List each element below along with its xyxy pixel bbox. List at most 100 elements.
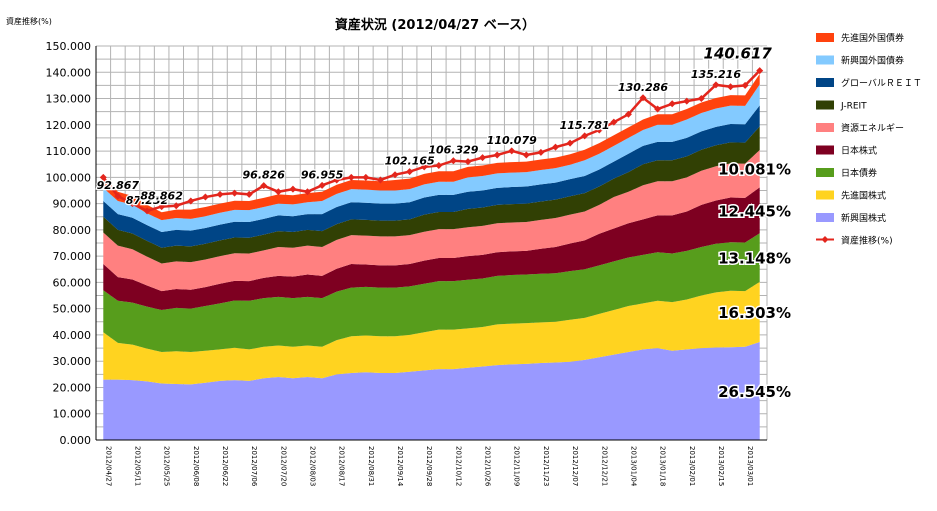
x-tick-label: 2012/05/11	[133, 446, 141, 486]
y-tick-label: 10.000	[53, 408, 92, 421]
asset-line-point	[654, 105, 662, 113]
asset-line-point	[566, 139, 574, 147]
asset-value-label: 140.617	[704, 45, 773, 63]
x-tick-label: 2012/07/06	[250, 446, 258, 487]
area-series-3	[103, 187, 760, 310]
asset-line-point	[114, 192, 122, 200]
legend-swatch	[816, 100, 834, 110]
asset-value-label: 92.867	[97, 179, 140, 192]
allocation-percent-label: 13.148%	[718, 250, 791, 268]
allocation-percent-label: 12.445%	[718, 202, 791, 220]
x-tick-label: 2012/06/08	[192, 446, 200, 486]
asset-line-point	[610, 118, 618, 126]
legend-label: 日本債券	[841, 167, 877, 179]
x-tick-label: 2012/07/20	[279, 446, 287, 486]
asset-value-label: 96.826	[243, 169, 286, 182]
asset-line-point	[522, 151, 530, 159]
asset-line-point	[449, 157, 457, 165]
x-tick-label: 2012/12/07	[571, 446, 579, 486]
legend-label: 新興国外国債券	[841, 55, 904, 67]
asset-line-point	[158, 203, 166, 211]
asset-value-label: 96.955	[301, 168, 344, 181]
asset-line-point	[406, 168, 414, 176]
asset-line-point	[595, 126, 603, 134]
legend-label: 先進国株式	[841, 190, 886, 202]
asset-line-point	[464, 158, 472, 166]
y-axis-label: 資産推移(%)	[6, 16, 52, 26]
asset-line-point	[318, 181, 326, 189]
asset-line-point	[712, 81, 720, 89]
asset-line-point	[508, 147, 516, 155]
legend-label: J-REIT	[840, 102, 867, 112]
asset-line-point	[260, 182, 268, 190]
y-tick-label: 20.000	[53, 381, 92, 394]
x-tick-label: 2012/10/26	[484, 446, 492, 487]
x-tick-label: 2013/01/04	[629, 446, 637, 487]
asset-line-point	[581, 132, 589, 140]
legend-swatch	[816, 213, 834, 222]
x-tick-label: 2013/01/18	[659, 446, 667, 486]
asset-line-point	[537, 148, 545, 156]
y-tick-label: 90.000	[53, 198, 92, 211]
x-tick-label: 2012/10/12	[454, 446, 462, 486]
asset-line-point	[697, 95, 705, 103]
y-tick-label: 0.000	[60, 434, 92, 447]
stacked-areas	[103, 73, 760, 440]
asset-value-label: 110.079	[487, 134, 537, 147]
asset-line-point	[245, 190, 253, 198]
legend-swatch	[816, 168, 834, 177]
legend-label: 日本株式	[841, 145, 877, 157]
y-tick-label: 130.000	[46, 93, 92, 106]
area-series-4	[103, 150, 760, 292]
asset-line-point	[756, 67, 764, 75]
asset-value-label: 135.216	[691, 68, 741, 81]
asset-line-point	[420, 163, 428, 171]
y-tick-label: 150.000	[46, 40, 92, 53]
x-tick-label: 2012/11/23	[542, 446, 550, 486]
area-series-0	[103, 342, 760, 440]
asset-line-point	[172, 202, 180, 210]
legend-label: 先進国外国債券	[841, 32, 904, 44]
asset-line-point	[187, 197, 195, 205]
axes: 0.000 10.000 20.000 30.000 40.000 50.000 60.00…	[46, 40, 767, 487]
legend-label: グローバルＲＥＩＴ	[841, 77, 922, 89]
x-tick-label: 2012/09/28	[425, 446, 433, 486]
asset-value-label: 106.329	[428, 144, 478, 157]
x-tick-label: 2012/08/03	[309, 446, 317, 486]
legend-swatch	[816, 145, 834, 155]
y-tick-label: 80.000	[53, 224, 92, 237]
asset-line-point	[216, 190, 224, 198]
asset-line-point	[727, 83, 735, 91]
x-tick-label: 2013/02/15	[717, 446, 725, 486]
x-tick-label: 2012/05/25	[163, 446, 171, 486]
x-tick-label: 2012/09/14	[396, 446, 404, 487]
y-tick-label: 110.000	[46, 145, 92, 158]
asset-line-point	[639, 94, 647, 102]
asset-line-point	[435, 162, 443, 170]
y-tick-label: 30.000	[53, 355, 92, 368]
legend-swatch	[816, 55, 834, 65]
y-tick-label: 70.000	[53, 250, 92, 263]
asset-line-point	[376, 176, 384, 184]
legend-swatch	[816, 33, 834, 42]
area-series-1	[103, 281, 760, 385]
y-tick-label: 40.000	[53, 329, 92, 342]
asset-line-point	[493, 151, 501, 159]
asset-value-label: 102.165	[385, 155, 435, 168]
y-tick-label: 50.000	[53, 303, 92, 316]
x-tick-label: 2012/06/22	[221, 446, 229, 486]
chart-title: 資産状況 (2012/04/27 ベース）	[335, 17, 535, 33]
x-tick-label: 2012/04/27	[104, 446, 112, 486]
asset-value-label: 88.862	[140, 190, 183, 203]
asset-line-path	[102, 69, 761, 213]
asset-line-point	[231, 189, 239, 197]
allocation-percent-label: 16.303%	[718, 304, 791, 322]
asset-value-label: 130.286	[618, 81, 668, 94]
area-series-5	[103, 126, 760, 264]
y-tick-label: 120.000	[46, 119, 92, 132]
asset-line-point	[479, 154, 487, 162]
asset-line-point	[683, 97, 691, 105]
asset-line-point	[201, 193, 209, 201]
